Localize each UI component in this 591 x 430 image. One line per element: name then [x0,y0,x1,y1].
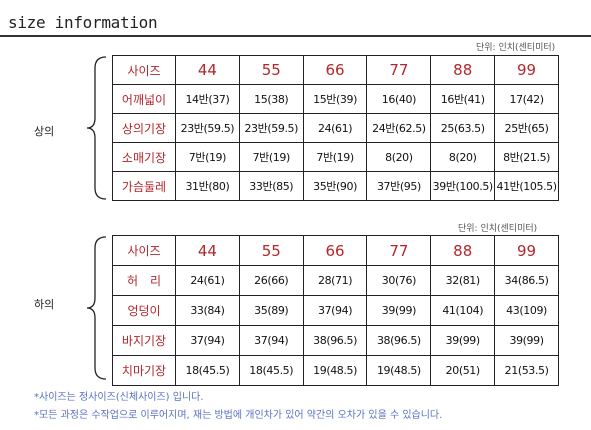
measurement-cell: 26(66) [238,265,304,296]
table-row: 엉덩이 33(84) 35(89) 37(94) 39(99) 41(104) … [112,295,559,326]
measurement-cell: 18(45.5) [238,355,304,386]
table-row: 바지기장 37(94) 37(94) 38(96.5) 38(96.5) 39(… [112,325,559,356]
measurement-cell: 23반(59.5) [175,113,240,143]
measurement-cell: 24(61) [302,113,368,143]
title-divider [0,35,591,37]
measurement-cell: 8반(21.5) [494,142,559,172]
measurement-cell: 17(42) [494,84,559,114]
measurement-cell: 16(40) [366,84,432,114]
measurement-cell: 15(38) [238,84,304,114]
header-label-cell: 사이즈 [112,235,176,266]
top-size-table: 사이즈 44 55 66 77 88 99 어깨넓이 14반(37) 15(38… [112,55,559,201]
measurement-cell: 28(71) [302,265,368,296]
measurement-cell: 24(61) [175,265,240,296]
measurement-cell: 37(94) [238,325,304,356]
bottom-size-table: 사이즈 44 55 66 77 88 99 허 리 24(61) 26(66) … [112,235,559,386]
measurement-cell: 25반(65) [494,113,559,143]
measurement-cell: 8(20) [430,142,496,172]
measurement-cell: 37반(95) [366,171,432,201]
size-note: *사이즈는 정사이즈(신체사이즈) 입니다. [34,392,204,403]
measurement-cell: 37(94) [302,295,368,326]
measurement-disclaimer: *모든 과정은 수작업으로 이루어지며, 재는 방법에 개인차가 있어 약간의 … [34,410,443,421]
bottom-group-brace [86,236,107,380]
measurement-cell: 7반(19) [302,142,368,172]
measurement-cell: 7반(19) [238,142,304,172]
measurement-cell: 23반(59.5) [238,113,304,143]
size-cell: 88 [430,235,496,266]
measurement-cell: 19(48.5) [302,355,368,386]
measurement-cell: 35(89) [238,295,304,326]
table-header-row: 사이즈 44 55 66 77 88 99 [112,55,559,85]
measurement-cell: 24반(62.5) [366,113,432,143]
size-cell: 55 [238,55,304,85]
measurement-cell: 16반(41) [430,84,496,114]
table-row: 상의기장 23반(59.5) 23반(59.5) 24(61) 24반(62.5… [112,113,559,143]
row-label: 허 리 [112,265,176,296]
page-title: size information [8,13,158,32]
row-label: 바지기장 [112,325,176,356]
measurement-cell: 30(76) [366,265,432,296]
measurement-cell: 33반(85) [238,171,304,201]
row-label: 가슴둘레 [112,171,176,201]
row-label: 엉덩이 [112,295,176,326]
measurement-cell: 43(109) [494,295,559,326]
size-cell: 44 [175,55,240,85]
measurement-cell: 19(48.5) [366,355,432,386]
measurement-cell: 41반(105.5) [494,171,559,201]
top-group-brace [86,56,107,200]
row-label: 치마기장 [112,355,176,386]
size-cell: 66 [302,235,368,266]
unit-label-top: 단위: 인치(센티미터) [476,43,556,53]
measurement-cell: 39반(100.5) [430,171,496,201]
top-group-label: 상의 [34,125,55,138]
measurement-cell: 7반(19) [175,142,240,172]
measurement-cell: 39(99) [430,325,496,356]
table-row: 가슴둘레 31반(80) 33반(85) 35반(90) 37반(95) 39반… [112,171,559,201]
measurement-cell: 38(96.5) [366,325,432,356]
measurement-cell: 37(94) [175,325,240,356]
row-label: 상의기장 [112,113,176,143]
measurement-cell: 18(45.5) [175,355,240,386]
table-row: 치마기장 18(45.5) 18(45.5) 19(48.5) 19(48.5)… [112,355,559,386]
measurement-cell: 31반(80) [175,171,240,201]
table-row: 소매기장 7반(19) 7반(19) 7반(19) 8(20) 8(20) 8반… [112,142,559,172]
measurement-cell: 20(51) [430,355,496,386]
size-cell: 55 [238,235,304,266]
measurement-cell: 34(86.5) [494,265,559,296]
size-cell: 99 [494,55,559,85]
size-cell: 77 [366,235,432,266]
size-cell: 44 [175,235,240,266]
measurement-cell: 32(81) [430,265,496,296]
measurement-cell: 15반(39) [302,84,368,114]
measurement-cell: 25(63.5) [430,113,496,143]
measurement-cell: 39(99) [366,295,432,326]
row-label: 어깨넓이 [112,84,176,114]
measurement-cell: 38(96.5) [302,325,368,356]
size-cell: 66 [302,55,368,85]
size-cell: 99 [494,235,559,266]
header-label-cell: 사이즈 [112,55,176,85]
measurement-cell: 39(99) [494,325,559,356]
unit-label-bottom: 단위: 인치(센티미터) [458,224,538,234]
measurement-cell: 14반(37) [175,84,240,114]
measurement-cell: 41(104) [430,295,496,326]
row-label: 소매기장 [112,142,176,172]
measurement-cell: 35반(90) [302,171,368,201]
table-header-row: 사이즈 44 55 66 77 88 99 [112,235,559,266]
measurement-cell: 33(84) [175,295,240,326]
bottom-group-label: 하의 [34,298,55,311]
measurement-cell: 8(20) [366,142,432,172]
size-cell: 77 [366,55,432,85]
size-cell: 88 [430,55,496,85]
measurement-cell: 21(53.5) [494,355,559,386]
table-row: 허 리 24(61) 26(66) 28(71) 30(76) 32(81) 3… [112,265,559,296]
table-row: 어깨넓이 14반(37) 15(38) 15반(39) 16(40) 16반(4… [112,84,559,114]
